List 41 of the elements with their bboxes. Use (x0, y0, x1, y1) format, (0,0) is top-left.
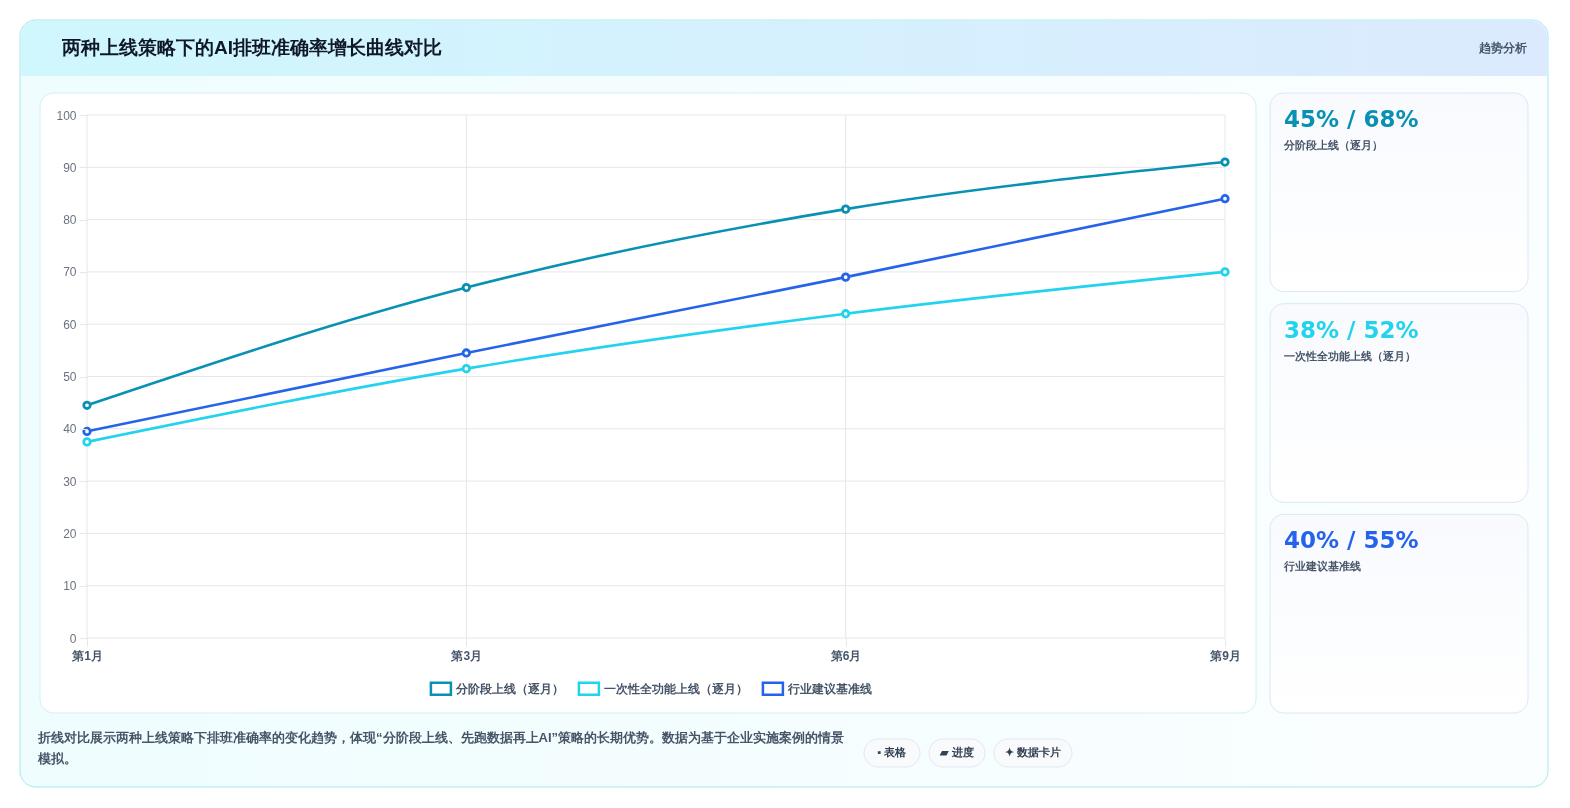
x-tick-label: 第9月 (1209, 648, 1241, 663)
point (841, 204, 851, 214)
point (841, 272, 851, 282)
y-tick-label: 0 (69, 631, 77, 646)
legend-label: 一次性全功能上线（逐月） (604, 681, 749, 696)
text: ✦ 数据卡片 (1004, 746, 1062, 758)
category-label: 分阶段上线（逐月） (1283, 139, 1383, 152)
y-tick-label: 50 (63, 370, 77, 384)
text: ▰ 进度 (939, 746, 974, 758)
text: 40% / 55% (1284, 527, 1419, 554)
category-label: 一次性全功能上线（逐月） (1284, 349, 1416, 363)
point (1220, 267, 1230, 277)
point (82, 437, 92, 447)
chart-title: 两种上线策略下的AI排班准确率增长曲线对比 (61, 37, 442, 58)
y-tick-label: 10 (63, 579, 77, 594)
text: ▪ 表格 (877, 746, 908, 758)
x-tick-label: 第6月 (829, 648, 862, 663)
point (1220, 157, 1230, 167)
text: 45% / 68% (1284, 106, 1419, 132)
x-tick-label: 第1月 (71, 648, 103, 663)
point (1220, 194, 1230, 204)
y-tick-label: 90 (63, 160, 77, 175)
y-tick-label: 20 (63, 526, 77, 541)
point (461, 282, 471, 293)
text: 趋势分析 (1478, 41, 1527, 55)
y-tick-label: 70 (63, 265, 77, 280)
point (461, 364, 471, 374)
point (841, 309, 851, 319)
y-tick-label: 60 (63, 317, 77, 332)
legend-label: 行业建议基准线 (787, 681, 873, 696)
text: 折线对比展示两种上线策略下排班准确率的变化趋势，体现“分阶段上线、先跑数据再上AI”策略的长期优势。数据为基于企业实施案例的情景模拟。 (37, 730, 844, 766)
text: 38% / 52% (1284, 316, 1419, 343)
y-tick-label: 80 (63, 213, 77, 228)
legend-label: 分阶段上线（逐月） (455, 681, 565, 696)
category-label: 行业建议基准线 (1283, 560, 1361, 574)
point (461, 348, 471, 358)
x-tick-label: 第3月 (450, 648, 483, 663)
y-tick-label: 40 (63, 422, 77, 437)
point (82, 400, 92, 410)
y-tick-label: 100 (56, 108, 77, 123)
y-tick-label: 30 (63, 474, 77, 489)
